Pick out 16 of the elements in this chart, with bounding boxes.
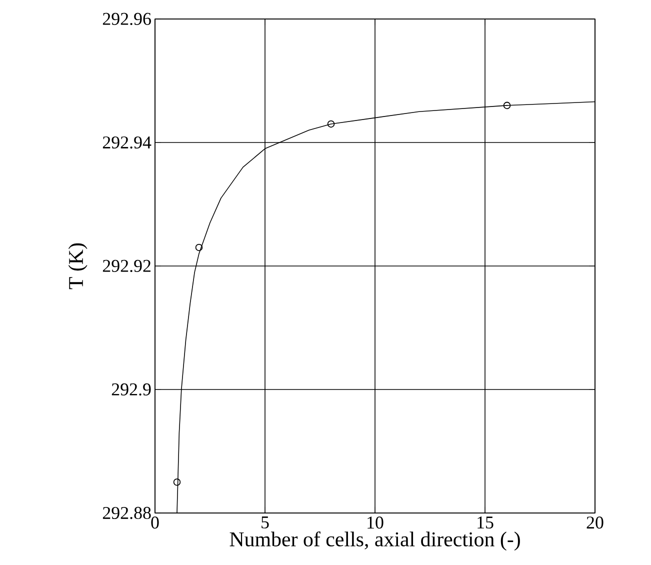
x-tick-label: 20: [586, 516, 604, 529]
y-tick-label: 292.9: [112, 383, 151, 396]
x-tick-label: 0: [151, 516, 159, 529]
point: [173, 478, 181, 486]
y-axis-title: T (K): [68, 243, 88, 290]
x-tick-label: 5: [262, 516, 269, 528]
point: [327, 120, 335, 128]
y-tick-label: 292.96: [102, 12, 151, 26]
y-tick-label: 292.92: [102, 260, 150, 272]
point: [195, 244, 203, 252]
y-tick-label: 292.94: [102, 136, 152, 149]
x-axis-title: Number of cells, axial direction (-): [230, 531, 520, 551]
x-tick-label: 15: [478, 516, 494, 529]
point: [503, 102, 511, 110]
y-tick-label: 292.88: [102, 506, 151, 520]
x-tick-label: 10: [368, 516, 384, 529]
